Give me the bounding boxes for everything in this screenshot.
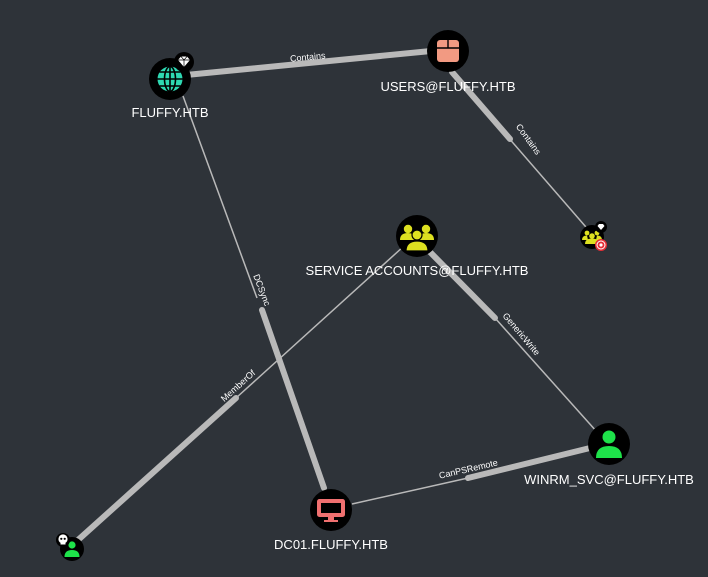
node-label: FLUFFY.HTB: [131, 105, 208, 120]
node-label: DC01.FLUFFY.HTB: [274, 537, 388, 552]
diamond-icon: [595, 221, 607, 233]
node-users-group[interactable]: USERS@FLUFFY.HTB: [380, 30, 516, 94]
edge-label-genericwrite: GenericWrite: [501, 311, 542, 358]
edge-owned-memberof-service[interactable]: MemberOf: [75, 245, 405, 543]
edge-label-contains: Contains: [514, 122, 543, 157]
diamond-icon: [174, 52, 194, 72]
globe-icon: [157, 65, 183, 93]
user-icon: [596, 430, 622, 458]
node-label: WINRM_SVC@FLUFFY.HTB: [524, 472, 694, 487]
node-winrm-svc[interactable]: WINRM_SVC@FLUFFY.HTB: [524, 423, 694, 487]
edge-label-contains: Contains: [290, 50, 327, 63]
edge-dc01-canpsremote-winrm[interactable]: CanPSRemote: [351, 445, 593, 505]
box-icon: [437, 40, 459, 62]
user-icon: [64, 541, 80, 557]
node-label: SERVICE ACCOUNTS@FLUFFY.HTB: [306, 263, 529, 278]
skull-icon: [56, 533, 70, 547]
node-owned-user[interactable]: [56, 533, 84, 561]
edge-domain-contains-users[interactable]: Contains: [183, 48, 434, 78]
target-icon: [595, 239, 607, 251]
node-dc01[interactable]: DC01.FLUFFY.HTB: [274, 489, 388, 552]
monitor-icon: [317, 499, 345, 522]
node-label: USERS@FLUFFY.HTB: [380, 79, 515, 94]
group-icon: [400, 224, 434, 252]
edge-service-genericwrite-winrm[interactable]: GenericWrite: [427, 249, 598, 433]
node-service-accounts[interactable]: SERVICE ACCOUNTS@FLUFFY.HTB: [306, 215, 529, 278]
node-domain[interactable]: FLUFFY.HTB: [131, 52, 209, 120]
node-small-group[interactable]: [580, 221, 607, 251]
